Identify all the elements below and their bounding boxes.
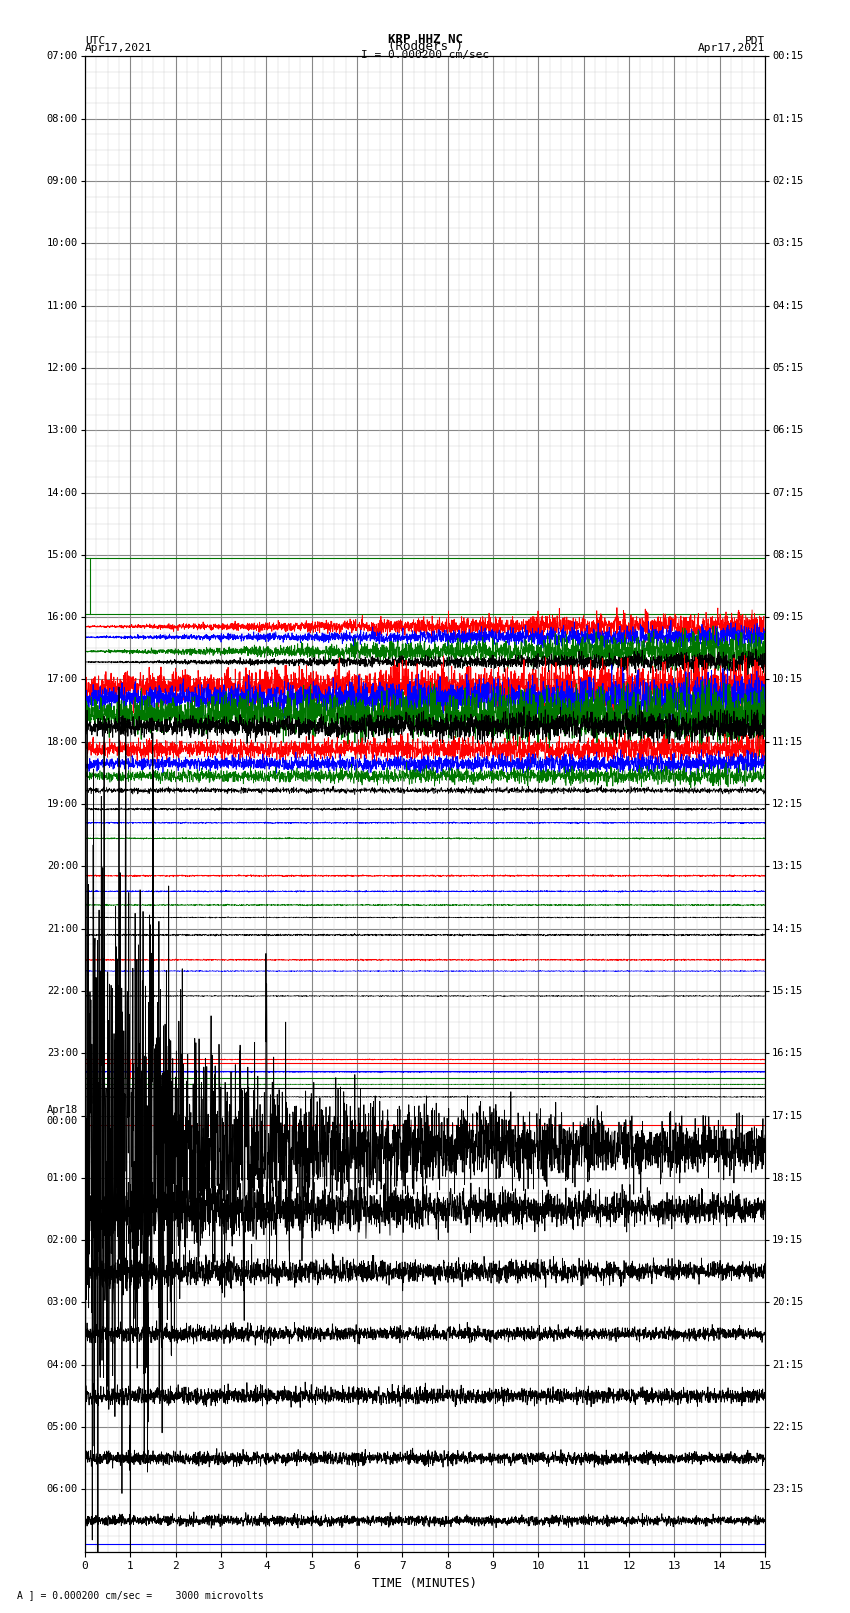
- Text: Apr17,2021: Apr17,2021: [698, 44, 765, 53]
- Text: UTC: UTC: [85, 35, 105, 45]
- Text: KRP HHZ NC: KRP HHZ NC: [388, 32, 462, 45]
- Text: A ] = 0.000200 cm/sec =    3000 microvolts: A ] = 0.000200 cm/sec = 3000 microvolts: [17, 1590, 264, 1600]
- Text: (Rodgers ): (Rodgers ): [388, 40, 462, 53]
- Text: Apr17,2021: Apr17,2021: [85, 44, 152, 53]
- Text: PDT: PDT: [745, 35, 765, 45]
- Text: I = 0.000200 cm/sec: I = 0.000200 cm/sec: [361, 50, 489, 60]
- X-axis label: TIME (MINUTES): TIME (MINUTES): [372, 1578, 478, 1590]
